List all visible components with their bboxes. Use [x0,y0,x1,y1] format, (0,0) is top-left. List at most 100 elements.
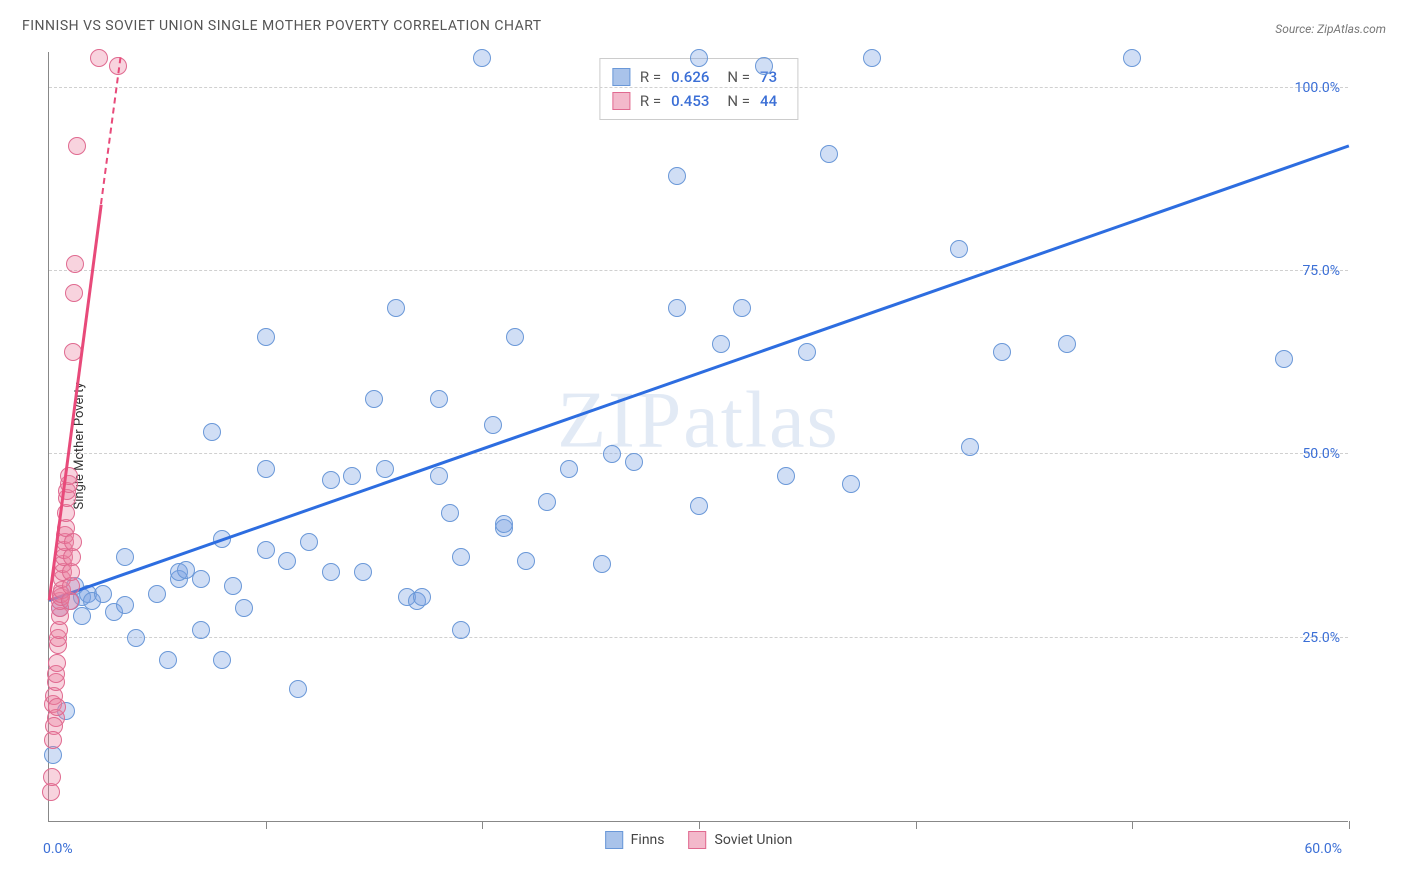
stat-n-label: N = [727,89,750,113]
scatter-point [257,328,275,346]
series-swatch [612,68,630,86]
scatter-point [593,555,611,573]
legend-swatch [689,831,707,849]
gridline-h [49,87,1348,88]
scatter-point [235,599,253,617]
scatter-point [192,570,210,588]
scatter-point [413,588,431,606]
scatter-point [625,453,643,471]
scatter-point [755,57,773,75]
y-tick-label: 25.0% [1302,630,1340,646]
scatter-point [213,651,231,669]
scatter-point [354,563,372,581]
scatter-point [387,299,405,317]
scatter-point [68,137,86,155]
scatter-point [224,577,242,595]
y-tick-label: 75.0% [1302,263,1340,279]
scatter-point [65,284,83,302]
scatter-point [517,552,535,570]
legend-item: Finns [605,831,665,849]
scatter-point [430,390,448,408]
scatter-point [94,585,112,603]
x-tick [1132,821,1133,829]
scatter-point [473,49,491,67]
legend-label: Soviet Union [715,832,793,848]
x-tick [699,821,700,829]
scatter-point [159,651,177,669]
scatter-point [289,680,307,698]
scatter-point [798,343,816,361]
scatter-point [842,475,860,493]
trend-line-dashed [100,57,121,204]
stat-r-label: R = [640,89,661,113]
scatter-point [777,467,795,485]
scatter-point [90,49,108,67]
scatter-point [148,585,166,603]
gridline-h [49,270,1348,271]
scatter-point [712,335,730,353]
stat-n-value: 44 [760,89,777,113]
scatter-point [73,607,91,625]
stat-r-label: R = [640,65,661,89]
scatter-point [668,299,686,317]
scatter-point [668,167,686,185]
scatter-point [203,423,221,441]
scatter-point [43,768,61,786]
scatter-point [365,390,383,408]
stat-r-value: 0.453 [671,89,709,113]
y-tick-label: 100.0% [1295,80,1340,96]
scatter-point [48,654,66,672]
scatter-point [452,548,470,566]
scatter-point [560,460,578,478]
scatter-point [484,416,502,434]
scatter-point [538,493,556,511]
legend-item: Soviet Union [689,831,793,849]
scatter-plot-area: ZIPatlas R =0.626N =73R =0.453N =44 Finn… [48,52,1348,822]
scatter-point [64,533,82,551]
scatter-point [278,552,296,570]
scatter-point [343,467,361,485]
gridline-h [49,453,1348,454]
scatter-point [961,438,979,456]
x-tick-label: 0.0% [43,841,73,857]
scatter-point [690,497,708,515]
scatter-point [257,460,275,478]
scatter-point [452,621,470,639]
scatter-point [820,145,838,163]
scatter-point [192,621,210,639]
legend-swatch [605,831,623,849]
scatter-point [603,445,621,463]
legend-label: Finns [631,832,665,848]
scatter-point [116,596,134,614]
scatter-point [690,49,708,67]
gridline-h [49,637,1348,638]
scatter-point [44,731,62,749]
series-swatch [612,92,630,110]
source-attribution: Source: ZipAtlas.com [1275,22,1386,36]
scatter-point [300,533,318,551]
scatter-point [1058,335,1076,353]
x-tick [916,821,917,829]
scatter-point [495,515,513,533]
scatter-point [863,49,881,67]
x-tick [1349,821,1350,829]
scatter-point [257,541,275,559]
stat-n-label: N = [727,65,750,89]
scatter-point [1123,49,1141,67]
y-tick-label: 50.0% [1302,446,1340,462]
stat-r-value: 0.626 [671,65,709,89]
legend: Finns Soviet Union [605,831,793,849]
chart-title: FINNISH VS SOVIET UNION SINGLE MOTHER PO… [22,18,542,34]
scatter-point [48,698,66,716]
scatter-point [441,504,459,522]
scatter-point [733,299,751,317]
scatter-point [950,240,968,258]
scatter-point [322,563,340,581]
scatter-point [506,328,524,346]
stats-row: R = 0.453 N = 44 [612,89,785,113]
scatter-point [1275,350,1293,368]
scatter-point [993,343,1011,361]
x-tick [482,821,483,829]
x-tick [266,821,267,829]
scatter-point [430,467,448,485]
